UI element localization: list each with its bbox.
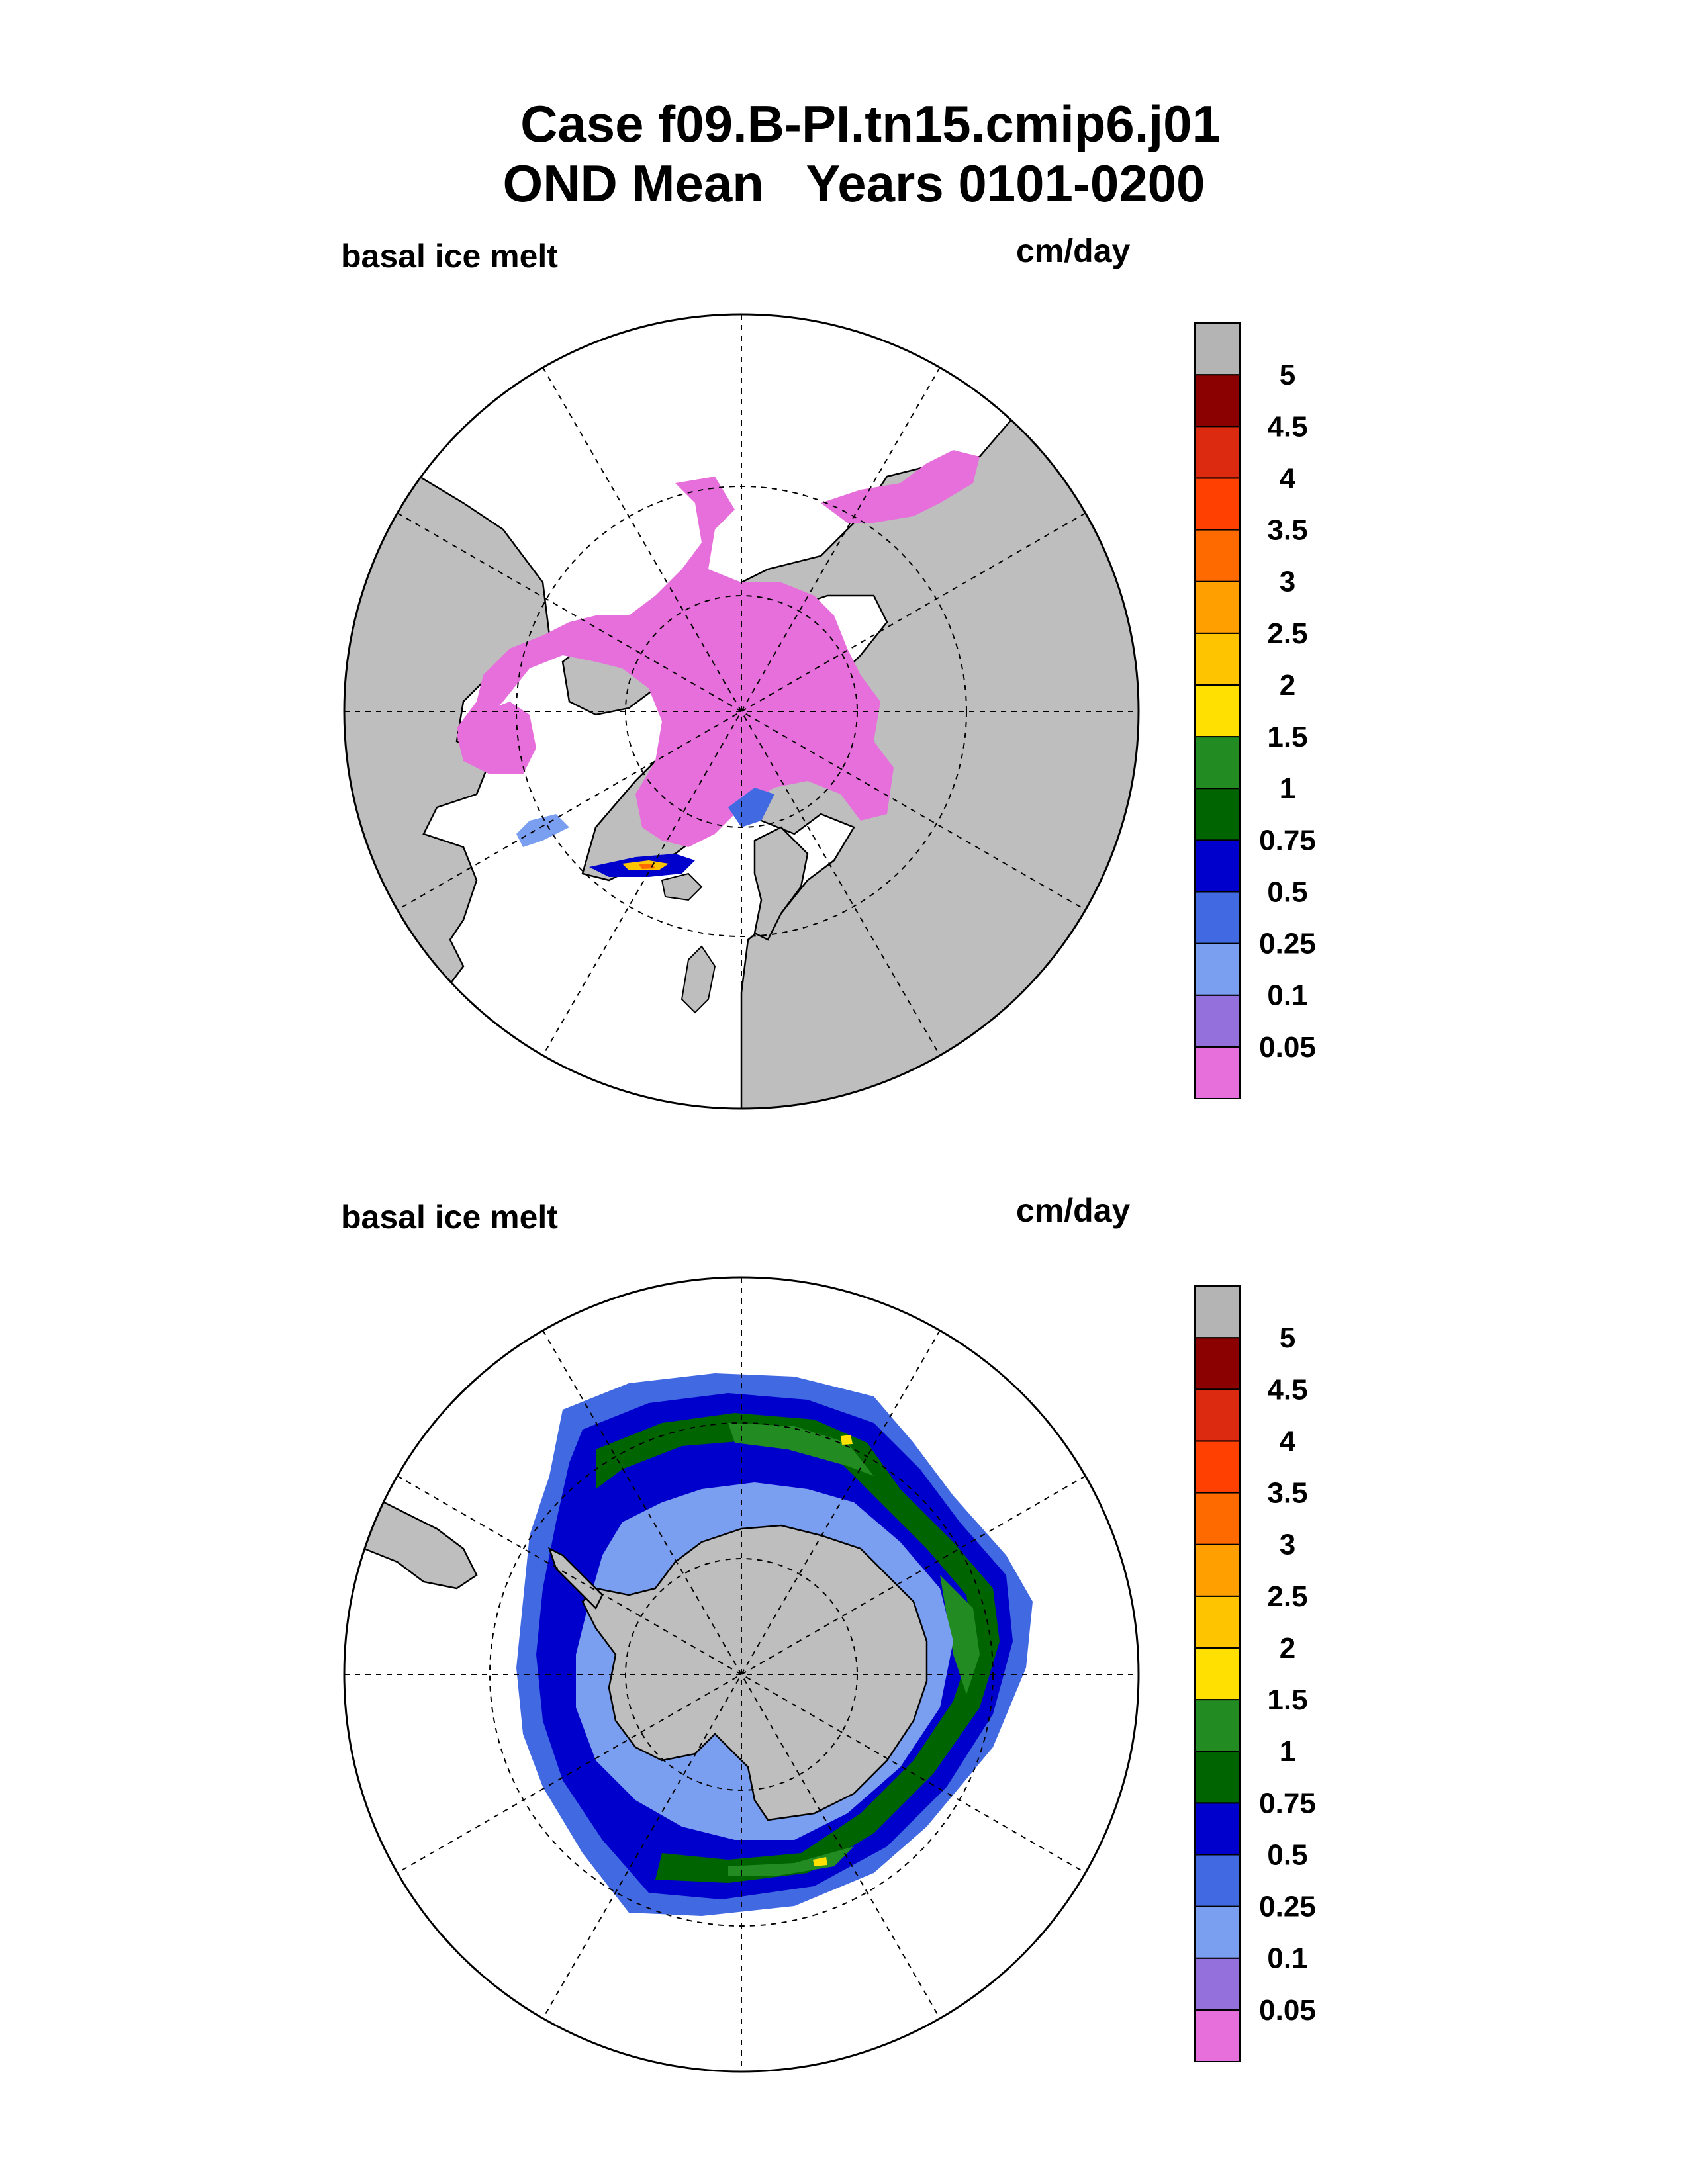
south-colorbar-box-1 <box>1194 1957 1241 2011</box>
south-colorbar-label: 0.05 <box>1259 1994 1316 2026</box>
north-map-border <box>343 313 1140 1110</box>
north-colorbar-label: 0.25 <box>1259 928 1316 960</box>
baffin-ice-melt <box>516 814 569 847</box>
labrador-ice-peak <box>639 864 655 869</box>
north-colorbar-label: 1.5 <box>1267 721 1307 753</box>
southern-ice-green-ring <box>596 1413 1000 1883</box>
figure-title-line-2: OND Mean Years 0101-0200 <box>502 154 1205 212</box>
panel1-title: basal ice melt <box>341 238 558 275</box>
arctic-ice-melt-low <box>457 477 894 847</box>
south-colorbar-box-6 <box>1194 1699 1241 1752</box>
panel1-units: cm/day <box>1016 232 1131 269</box>
south-colorbar-box-9 <box>1194 1543 1241 1597</box>
north-colorbar-label: 0.1 <box>1267 979 1307 1012</box>
north-colorbar-box-13 <box>1194 374 1241 428</box>
north-colorbar-box-12 <box>1194 426 1241 479</box>
north-colorbar-label: 2.5 <box>1267 617 1307 650</box>
south-graticule <box>344 1277 1139 2071</box>
south-colorbar-label: 5 <box>1280 1322 1295 1354</box>
south-colorbar-box-0 <box>1194 2009 1241 2063</box>
north-colorbar-box-2 <box>1194 942 1241 996</box>
north-colorbar-box-8 <box>1194 632 1241 686</box>
north-colorbar-box-7 <box>1194 684 1241 738</box>
south-colorbar-box-11 <box>1194 1440 1241 1494</box>
north-colorbar-box-5 <box>1194 788 1241 841</box>
figure-title-line-1: Case f09.B-PI.tn15.cmip6.j01 <box>520 95 1221 153</box>
scandinavia-land <box>753 826 809 941</box>
south-colorbar-box-2 <box>1194 1905 1241 1959</box>
south-colorbar-label: 0.5 <box>1267 1839 1307 1871</box>
south-map-border <box>343 1276 1140 2073</box>
north-colorbar-box-6 <box>1194 736 1241 790</box>
north-colorbar-label: 5 <box>1280 359 1295 391</box>
south-colorbar-label: 2 <box>1280 1632 1295 1664</box>
north-colorbar-label: 0.05 <box>1259 1031 1316 1064</box>
south-colorbar-label: 2.5 <box>1267 1580 1307 1613</box>
south-colorbar-label: 0.75 <box>1259 1787 1316 1819</box>
north-colorbar-box-9 <box>1194 580 1241 634</box>
south-colorbar-box-10 <box>1194 1492 1241 1545</box>
hudson-bay-ice-melt <box>457 702 536 774</box>
south-colorbar-box-5 <box>1194 1751 1241 1804</box>
north-colorbar-box-10 <box>1194 529 1241 582</box>
uk-islands-land <box>680 945 716 1014</box>
north-colorbar-label: 4 <box>1280 462 1296 494</box>
south-colorbar-label: 4.5 <box>1267 1373 1307 1406</box>
south-colorbar: 0.05 0.1 0.25 0.5 0.75 1 1.5 2 2.5 3 3.5 4 4.5 5 <box>1194 1285 1316 2063</box>
panel2-title: basal ice melt <box>341 1199 558 1236</box>
south-polar-map <box>343 1276 1140 2073</box>
panel2-units: cm/day <box>1016 1192 1131 1229</box>
south-colorbar-box-12 <box>1194 1388 1241 1442</box>
south-colorbar-box-7 <box>1194 1647 1241 1701</box>
north-colorbar-box-0 <box>1194 1046 1241 1100</box>
north-colorbar: 0.05 0.1 0.25 0.5 0.75 1 1.5 2 2.5 3 3.5 4 4.5 5 <box>1194 322 1316 1100</box>
north-colorbar-box-11 <box>1194 477 1241 531</box>
greenland-sea-ice-melt <box>728 788 774 827</box>
iceland-land <box>661 872 703 901</box>
north-colorbar-label: 2 <box>1280 669 1295 702</box>
north-colorbar-box-14 <box>1194 322 1241 376</box>
south-colorbar-label: 1 <box>1280 1735 1295 1768</box>
north-colorbar-label: 0.75 <box>1259 824 1316 856</box>
south-colorbar-label: 0.1 <box>1267 1942 1307 1975</box>
north-colorbar-box-1 <box>1194 994 1241 1048</box>
south-colorbar-label: 3 <box>1280 1529 1295 1561</box>
antarctica-land <box>581 1524 928 1821</box>
south-colorbar-label: 0.25 <box>1259 1891 1316 1923</box>
south-colorbar-box-14 <box>1194 1285 1241 1339</box>
north-colorbar-label: 4.5 <box>1267 410 1307 443</box>
north-colorbar-box-3 <box>1194 891 1241 944</box>
east-siberian-ice-melt <box>821 450 980 523</box>
south-colorbar-box-13 <box>1194 1337 1241 1390</box>
south-colorbar-label: 3.5 <box>1267 1477 1307 1510</box>
south-colorbar-label: 1.5 <box>1267 1684 1307 1716</box>
north-colorbar-label: 3.5 <box>1267 514 1307 547</box>
south-colorbar-label: 4 <box>1280 1425 1296 1457</box>
south-colorbar-box-4 <box>1194 1802 1241 1856</box>
north-polar-map <box>343 313 1140 1110</box>
south-colorbar-box-8 <box>1194 1595 1241 1649</box>
south-colorbar-box-3 <box>1194 1854 1241 1907</box>
north-colorbar-box-4 <box>1194 839 1241 893</box>
north-graticule <box>344 314 1139 1109</box>
north-colorbar-label: 3 <box>1280 566 1295 598</box>
north-colorbar-label: 0.5 <box>1267 876 1307 908</box>
north-colorbar-label: 1 <box>1280 772 1295 805</box>
